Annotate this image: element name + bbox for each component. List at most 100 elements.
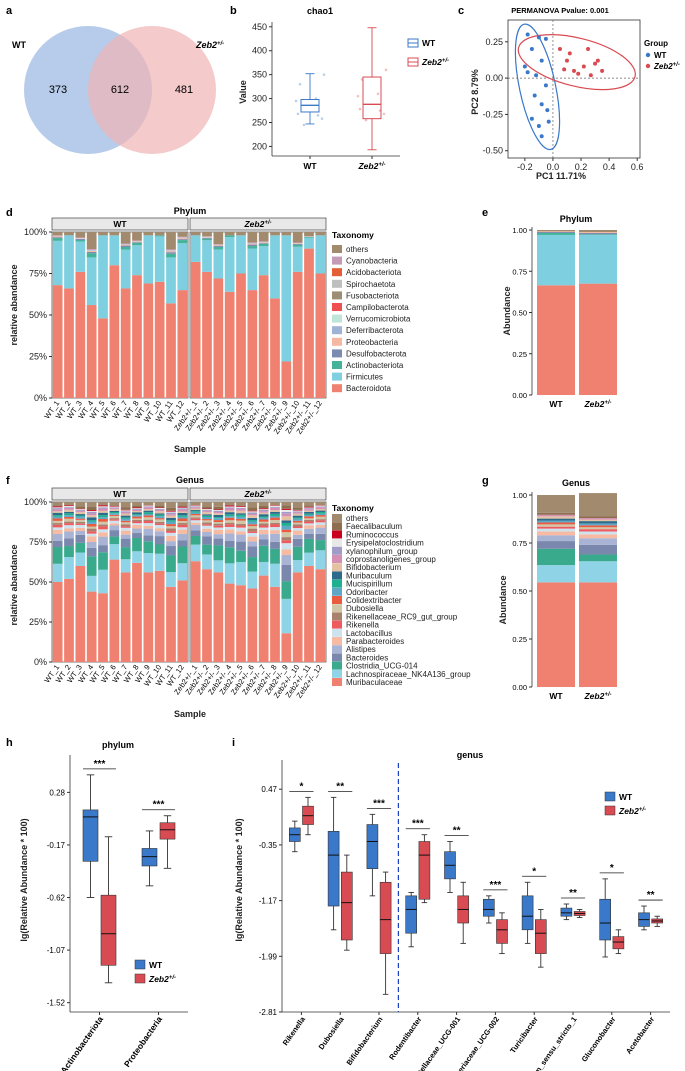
legend-swatch-Verrucomicrobiota xyxy=(332,314,342,323)
segment-Muribaculum xyxy=(86,517,97,521)
box-Clostridium_sensu_stricto_1-WT xyxy=(560,903,573,921)
strip-wt xyxy=(51,487,189,501)
segment-Ruminococcus xyxy=(236,505,246,507)
jitter-point xyxy=(360,78,364,81)
segment-Mucispirillum xyxy=(224,514,235,517)
segment-Erysipelatoclostridium xyxy=(143,505,154,507)
segment-Parabacteroides xyxy=(154,528,165,532)
segment-Muribaculaceae xyxy=(132,562,142,662)
segment-xylanophilum_group xyxy=(304,508,314,510)
segment-Parabacteroides xyxy=(166,535,176,542)
segment-Alistipes xyxy=(98,536,108,546)
bar-WT_7 xyxy=(120,502,131,662)
segment-Actinobacteriota xyxy=(120,246,131,250)
segment-Rikenellaceae_RC9_gut_group xyxy=(304,519,314,522)
segment-Erysipelatoclostridium xyxy=(154,507,165,510)
legend-title-f: Taxonomy xyxy=(332,503,374,513)
segment-Mucispirillum xyxy=(109,511,120,514)
legend-label-Ruminococcus: Ruminococcus xyxy=(346,530,398,539)
segment-Clostridia_UCG-014 xyxy=(52,547,63,564)
segment-Erysipelatoclostridium xyxy=(52,507,63,509)
segment-Faecalibaculum xyxy=(52,505,63,507)
legend-label-WT: WT xyxy=(654,51,667,60)
legend-swatch-coprostanoligenes_group xyxy=(332,555,342,563)
bar-WT_11 xyxy=(166,502,176,662)
segment-Ruminococcus xyxy=(304,506,314,508)
segment-Lactobacillus xyxy=(213,527,224,530)
segment-others xyxy=(120,502,131,508)
segment-Alistipes xyxy=(143,528,154,536)
segment-others xyxy=(64,232,74,236)
segment-Bifidobacterium xyxy=(64,509,74,512)
segment-Mucispirillum xyxy=(315,511,326,514)
segment-Mucispirillum xyxy=(247,520,258,522)
segment-Odoribacter xyxy=(579,523,617,526)
bar-WT_11 xyxy=(166,232,176,398)
segment-Faecalibaculum xyxy=(236,505,246,506)
bar-WT_2 xyxy=(64,502,74,662)
legend-swatch-Lactobacillus xyxy=(332,628,342,637)
segment-Odoribacter xyxy=(304,514,314,517)
segment-others xyxy=(258,232,269,242)
segment-Odoribacter xyxy=(213,518,224,521)
segment-xylanophilum_group xyxy=(109,507,120,509)
segment-Firmicutes xyxy=(64,235,74,289)
segment-Firmicutes xyxy=(190,235,201,262)
segment-Firmicutes xyxy=(258,246,269,276)
ellipse-wt xyxy=(514,23,561,151)
venn-wt-only-count: 373 xyxy=(49,84,67,96)
box-body xyxy=(496,919,508,944)
point-WT xyxy=(529,47,534,52)
y-tick-label: 50% xyxy=(29,310,47,320)
segment-Parabacteroides xyxy=(64,528,74,532)
significance-label: * xyxy=(299,781,303,792)
segment-others xyxy=(315,232,326,236)
box-body xyxy=(100,894,117,966)
segment-Firmicutes xyxy=(247,248,258,291)
venn-label-zeb2: Zeb2+/- xyxy=(195,40,224,50)
segment-Ruminococcus xyxy=(258,508,269,510)
segment-Bacteroidota xyxy=(202,271,212,398)
segment-Alistipes xyxy=(132,528,142,534)
segment-Desulfobacterota xyxy=(537,231,575,233)
segment-others xyxy=(247,232,258,243)
segment-Bifidobacterium xyxy=(154,511,165,514)
bar-Zeb2+/-_9 xyxy=(281,232,292,398)
segment-Mucispirillum xyxy=(190,511,201,513)
y-tick-label: -1.52 xyxy=(47,999,66,1008)
segment-Rikenella xyxy=(64,523,74,526)
bar-Zeb2+/-_6 xyxy=(247,502,258,662)
segment-Lactobacillus xyxy=(52,527,63,530)
bar-Zeb2+/-_7 xyxy=(258,502,269,662)
segment-Dubosiella xyxy=(132,518,142,520)
segment-Muribaculum xyxy=(224,512,235,515)
segment-Lactobacillus xyxy=(166,532,176,536)
segment-Bacteroides xyxy=(537,541,575,549)
segment-Muribaculaceae xyxy=(304,566,314,662)
segment-Dubosiella xyxy=(166,526,176,529)
y-tick-label: -2.81 xyxy=(259,1008,278,1017)
segment-Ruminococcus xyxy=(86,510,97,512)
segment-Dubosiella xyxy=(213,522,224,524)
segment-Clostridia_UCG-014 xyxy=(236,550,246,563)
legend-swatch-Cyanobacteria xyxy=(332,256,342,265)
segment-coprostanoligenes_group xyxy=(579,518,617,520)
panel-c-pcoa: c PERMANOVA Pvalue: 0.001 PC2 8.79% PC1 … xyxy=(458,5,680,181)
box-body xyxy=(159,822,176,840)
box-body xyxy=(366,824,379,869)
segment-others xyxy=(304,232,314,237)
segment-others xyxy=(579,230,617,232)
plot-area-d: WT Zeb2+/-0%25%50%75%100%WT_1WT_2WT_3WT_4… xyxy=(24,217,327,436)
segment-Actinobacteriota xyxy=(202,238,212,241)
segment-Muribaculaceae xyxy=(236,585,246,662)
segment-Odoribacter xyxy=(166,521,176,525)
segment-Dubosiella xyxy=(224,520,235,523)
segment-Lactobacillus xyxy=(270,527,280,531)
segment-Colidextribacter xyxy=(202,519,212,521)
jitter-point xyxy=(298,82,302,86)
segment-others xyxy=(166,232,176,250)
x-axis-label-f: Sample xyxy=(174,709,206,719)
legend-swatch-WT xyxy=(604,791,616,802)
panel-a-venn: a WT Zeb2+/- 373 612 481 xyxy=(6,5,224,154)
legend-label-Muribaculaceae: Muribaculaceae xyxy=(346,678,403,687)
